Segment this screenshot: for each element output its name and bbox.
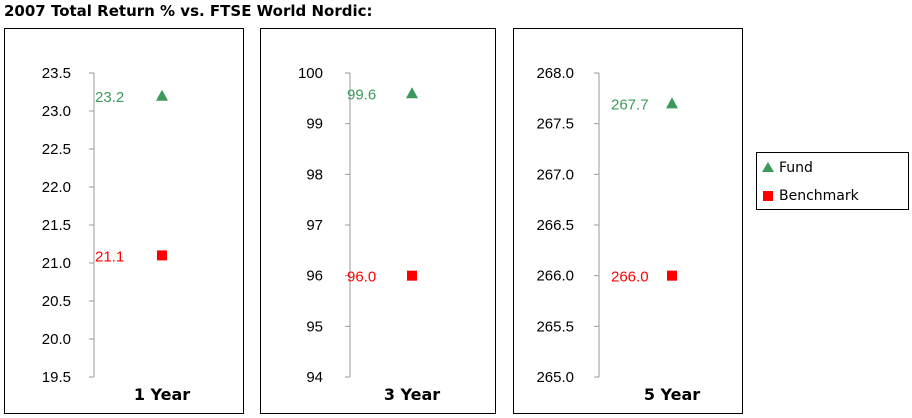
y-tick-label: 95	[306, 318, 323, 335]
benchmark-marker	[407, 270, 417, 281]
y-tick-label: 94	[306, 369, 323, 386]
y-tick-label: 266.0	[536, 268, 574, 285]
y-tick-label: 96	[306, 268, 323, 285]
panel-1-year: 19.5 20.0 20.5 21.0 21.5 22.0 22.5 23.0 23.5 23.2…	[4, 28, 244, 414]
fund-marker	[156, 89, 168, 101]
panel-5-year: 265.0 265.5 266.0 266.5 267.0 267.5 268.0 267.7…	[513, 28, 743, 414]
chart-title: 2007 Total Return % vs. FTSE World Nordi…	[4, 2, 373, 20]
legend-benchmark-marker-icon	[763, 191, 773, 201]
y-tick-label: 23.5	[42, 65, 71, 82]
legend-fund-marker-icon	[762, 162, 774, 172]
x-axis-label: 1 Year	[134, 385, 190, 404]
y-tick-label: 267.5	[536, 116, 574, 133]
fund-marker	[666, 97, 678, 109]
chart-5-year: 265.0 265.5 266.0 266.5 267.0 267.5 268.0 267.7…	[536, 65, 700, 404]
y-tick-label: 21.0	[42, 255, 71, 272]
chart-3-year: 94 95 96 97 98 99 100 99.6 96.0 3 Year	[298, 65, 440, 404]
legend-benchmark-label: Benchmark	[779, 188, 859, 204]
y-tick-label: 20.5	[42, 293, 71, 310]
fund-value-label: 99.6	[347, 86, 376, 103]
x-axis-label: 3 Year	[384, 385, 440, 404]
y-tick-label: 100	[298, 65, 323, 82]
y-tick-label: 22.5	[42, 141, 71, 158]
fund-value-label: 267.7	[611, 96, 649, 113]
y-tick-label: 268.0	[536, 65, 574, 82]
benchmark-marker	[157, 250, 167, 261]
y-tick-label: 19.5	[42, 369, 71, 386]
y-tick-label: 265.0	[536, 369, 574, 386]
y-tick-label: 266.5	[536, 217, 574, 234]
benchmark-value-label: 96.0	[347, 269, 376, 286]
y-tick-label: 22.0	[42, 179, 71, 196]
fund-value-label: 23.2	[95, 89, 124, 106]
chart-1-year: 19.5 20.0 20.5 21.0 21.5 22.0 22.5 23.0 23.5 23.2…	[42, 65, 190, 404]
benchmark-value-label: 266.0	[611, 269, 649, 286]
legend-markers	[762, 162, 774, 201]
x-axis-label: 5 Year	[644, 385, 700, 404]
y-tick-label: 98	[306, 166, 323, 183]
y-tick-label: 265.5	[536, 318, 574, 335]
fund-marker	[406, 87, 418, 99]
y-tick-label: 99	[306, 116, 323, 133]
y-tick-label: 21.5	[42, 217, 71, 234]
y-tick-label: 97	[306, 217, 323, 234]
legend: Fund Benchmark	[756, 152, 909, 210]
y-tick-label: 20.0	[42, 331, 71, 348]
y-tick-label: 23.0	[42, 103, 71, 120]
benchmark-value-label: 21.1	[95, 248, 124, 265]
legend-fund-label: Fund	[779, 160, 813, 176]
benchmark-marker	[667, 270, 677, 281]
y-tick-label: 267.0	[536, 166, 574, 183]
panel-3-year: 94 95 96 97 98 99 100 99.6 96.0 3 Year	[260, 28, 496, 414]
